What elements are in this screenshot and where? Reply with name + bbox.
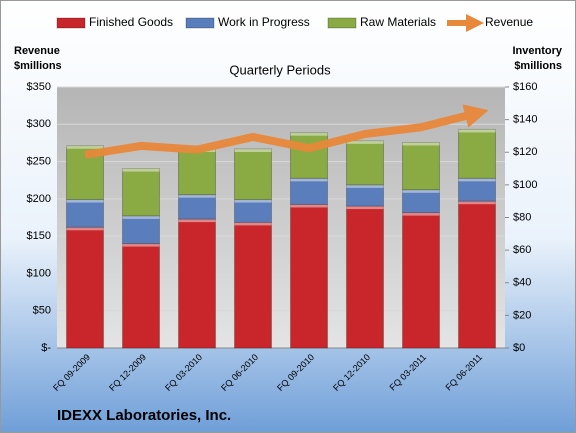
bar-highlight bbox=[458, 129, 496, 133]
y2-tick-label: $120 bbox=[513, 146, 537, 158]
bar-segment bbox=[346, 205, 384, 349]
bar-segment bbox=[290, 203, 328, 349]
bar-highlight bbox=[234, 148, 272, 152]
bar-highlight bbox=[290, 204, 328, 208]
bar-segment bbox=[346, 140, 384, 186]
bar-highlight bbox=[458, 201, 496, 205]
bar-segment bbox=[290, 177, 328, 205]
bar-highlight bbox=[458, 178, 496, 182]
legend-label: Finished Goods bbox=[89, 15, 173, 29]
y2-tick-label: $0 bbox=[513, 342, 525, 354]
bar-highlight bbox=[122, 243, 160, 247]
bar-segment bbox=[122, 215, 160, 245]
y2-tick-label: $20 bbox=[513, 309, 531, 321]
y2-tick-label: $100 bbox=[513, 179, 537, 191]
y-tick-label: $200 bbox=[27, 193, 51, 205]
bar-highlight bbox=[290, 132, 328, 136]
y2-tick-label: $80 bbox=[513, 211, 531, 223]
legend-swatch bbox=[56, 17, 86, 29]
revenue-line bbox=[84, 104, 489, 159]
chart-title: Quarterly Periods bbox=[229, 62, 331, 77]
bar-segment bbox=[402, 189, 440, 214]
bar-segment bbox=[66, 226, 104, 349]
bar-segment bbox=[290, 132, 328, 179]
legend-label: Revenue bbox=[485, 15, 533, 29]
bar-highlight bbox=[290, 178, 328, 182]
bar-highlight bbox=[122, 168, 160, 172]
bar-segment bbox=[178, 148, 216, 196]
bar-highlight bbox=[346, 206, 384, 210]
bar-highlight bbox=[178, 219, 216, 223]
bar-segment bbox=[178, 194, 216, 220]
bar-highlight bbox=[346, 140, 384, 144]
legend-swatch bbox=[327, 17, 357, 29]
y-tick-label: $150 bbox=[27, 230, 51, 242]
bar-highlight bbox=[234, 222, 272, 226]
bar-highlight bbox=[234, 199, 272, 203]
bar-highlight bbox=[346, 184, 384, 188]
bar-highlight bbox=[402, 189, 440, 193]
bar-highlight bbox=[402, 142, 440, 146]
bar-highlight bbox=[122, 215, 160, 219]
legend-label: Raw Materials bbox=[360, 15, 436, 29]
y-tick-label: $100 bbox=[27, 267, 51, 279]
bar-highlight bbox=[178, 194, 216, 198]
y-axis-title: Revenue bbox=[14, 45, 60, 57]
bar-segment bbox=[458, 128, 496, 179]
y2-tick-label: $160 bbox=[513, 81, 537, 93]
y2-tick-label: $40 bbox=[513, 277, 531, 289]
y-tick-label: $50 bbox=[33, 305, 51, 317]
bar-segment bbox=[122, 168, 160, 217]
legend-label: Work in Progress bbox=[218, 15, 310, 29]
bar-highlight bbox=[66, 145, 104, 149]
bar-highlight bbox=[66, 227, 104, 231]
y-axis-title: $millions bbox=[14, 60, 62, 72]
bar-segment bbox=[234, 148, 272, 201]
y2-axis-title: Inventory bbox=[512, 45, 562, 57]
y2-tick-label: $60 bbox=[513, 244, 531, 256]
y2-axis-title: $millions bbox=[514, 60, 562, 72]
bar-segment bbox=[402, 212, 440, 349]
bar-highlight bbox=[402, 212, 440, 216]
bar-segment bbox=[234, 221, 272, 349]
y-tick-label: $250 bbox=[27, 155, 51, 167]
bar-segment bbox=[122, 243, 160, 349]
bar-segment bbox=[458, 200, 496, 349]
y2-tick-label: $140 bbox=[513, 114, 537, 126]
footer: IDEXX Laboratories, Inc. bbox=[57, 407, 231, 424]
bar-segment bbox=[346, 184, 384, 207]
y-tick-label: $300 bbox=[27, 118, 51, 130]
bar-highlight bbox=[66, 199, 104, 203]
y-tick-label: $- bbox=[41, 342, 51, 354]
y-tick-label: $350 bbox=[27, 81, 51, 93]
bar-segment bbox=[458, 177, 496, 202]
bar-segment bbox=[402, 141, 440, 191]
bar-segment bbox=[66, 199, 104, 228]
bar-segment bbox=[234, 199, 272, 223]
bar-segment bbox=[178, 218, 216, 349]
legend-swatch bbox=[185, 17, 215, 29]
